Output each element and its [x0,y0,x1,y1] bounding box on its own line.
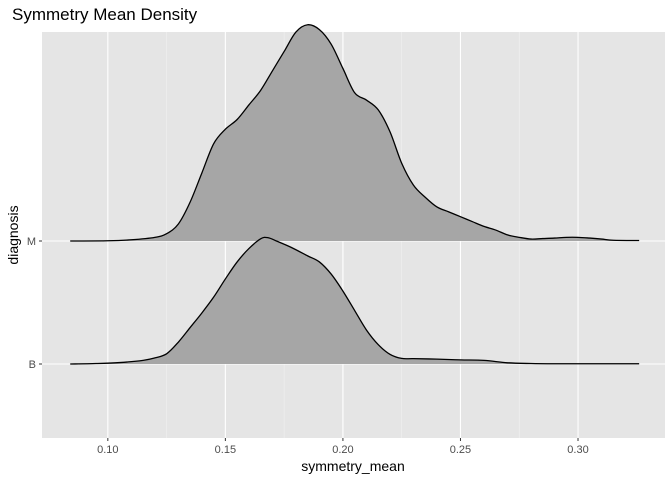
x-tick-label: 0.30 [567,444,588,456]
y-axis: BM [27,236,42,371]
x-tick-label: 0.25 [450,444,471,456]
chart-title: Symmetry Mean Density [12,5,198,24]
x-axis-title: symmetry_mean [301,458,404,474]
density-area-b [70,237,640,364]
density-line-m [70,24,640,242]
x-tick-label: 0.20 [332,444,353,456]
x-tick-label: 0.10 [97,444,118,456]
y-tick-label: M [27,236,36,248]
density-area-m [70,24,640,241]
y-tick-label: B [29,359,36,371]
x-axis: 0.10 0.15 0.20 0.25 0.30 [97,438,589,456]
x-tick-label: 0.15 [215,444,236,456]
y-axis-title: diagnosis [5,205,21,264]
density-ridges [70,24,640,365]
density-line-b [70,236,640,365]
